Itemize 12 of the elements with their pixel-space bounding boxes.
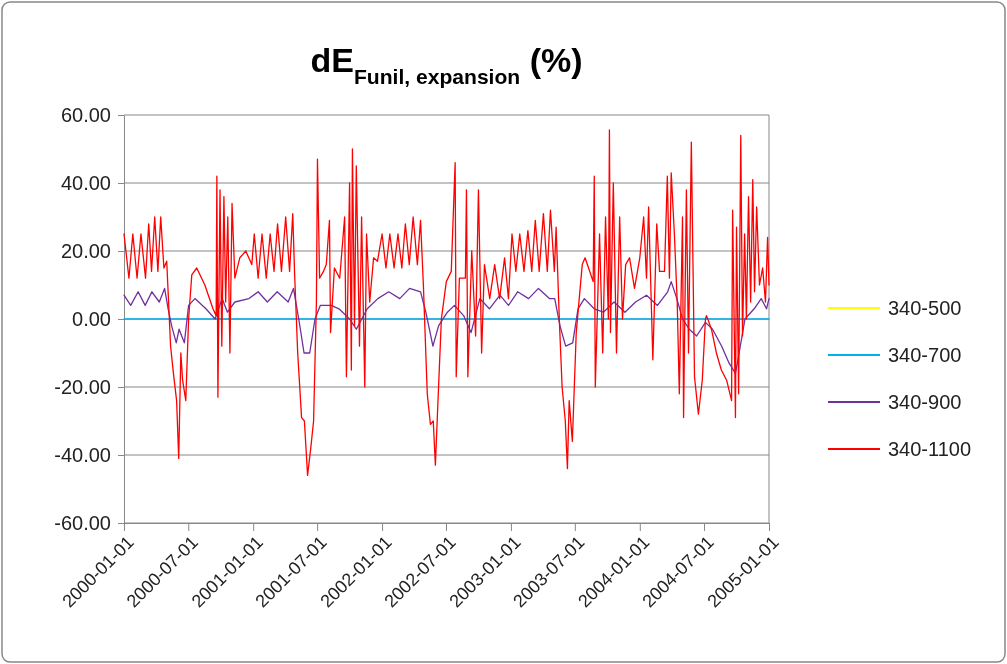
y-tick-label: 0.00 — [72, 307, 111, 330]
y-tick-label: 60.00 — [60, 103, 111, 126]
legend-label: 340-900 — [888, 391, 962, 413]
chart-title: dE$_{Funil, expansion}$ (%) — [310, 41, 583, 88]
y-tick-label: -20.00 — [54, 375, 111, 398]
y-tick-label: 40.00 — [60, 171, 111, 194]
y-tick-label: -60.00 — [54, 511, 111, 534]
legend-label: 340-700 — [888, 344, 962, 366]
legend-label: 340-500 — [888, 297, 962, 319]
y-tick-label: -40.00 — [54, 443, 111, 466]
y-tick-label: 20.00 — [60, 239, 111, 262]
legend-label: 340-1100 — [888, 438, 972, 460]
